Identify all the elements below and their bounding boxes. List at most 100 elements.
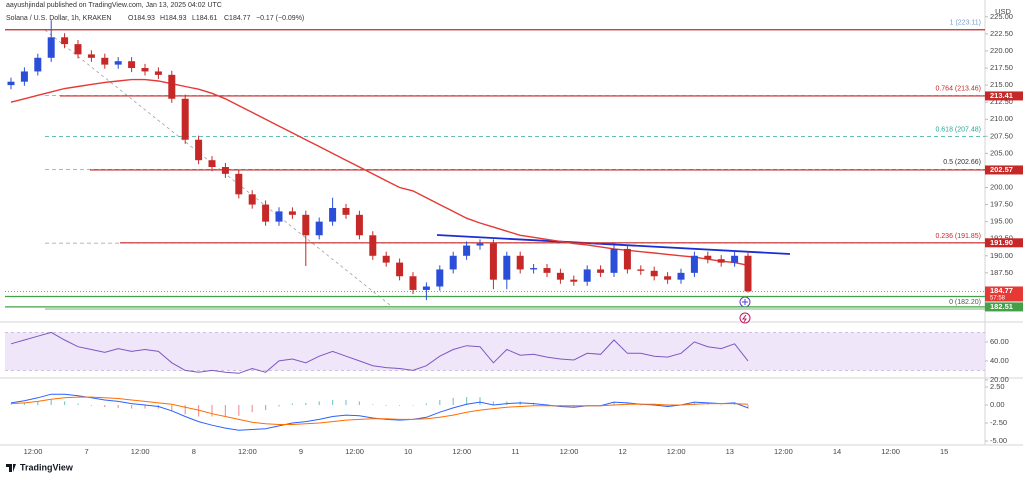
- x-tick-label: 8: [192, 447, 196, 456]
- macd-histogram-bar: [452, 397, 454, 406]
- legend: Solana / U.S. Dollar, 1h, KRAKEN O184.93 H…: [6, 15, 304, 22]
- candle-body: [141, 68, 149, 72]
- candle-body: [463, 245, 471, 256]
- y-tick-label: -5.00: [990, 436, 1007, 445]
- macd-histogram-bar: [278, 405, 280, 407]
- macd-histogram-bar: [385, 405, 387, 406]
- ohlc-legend: H184.93: [160, 15, 187, 22]
- macd-histogram-bar: [64, 401, 66, 406]
- macd-histogram-bar: [171, 405, 173, 412]
- x-tick-label: 12:00: [131, 447, 150, 456]
- price-badge: [985, 165, 1023, 175]
- y-tick-label: 60.00: [990, 337, 1009, 346]
- y-tick-label: 222.50: [990, 29, 1013, 38]
- macd-histogram-bar: [117, 405, 119, 408]
- x-tick-label: 12:00: [452, 447, 471, 456]
- macd-histogram-bar: [479, 397, 481, 406]
- y-tick-label: 0.00: [990, 400, 1005, 409]
- publisher: aayushjindal published on TradingView.co…: [6, 2, 222, 9]
- candle-body: [503, 255, 511, 280]
- y-tick-label: 212.50: [990, 97, 1013, 106]
- macd-histogram-bar: [332, 399, 334, 406]
- resistance-trend-line: [436, 234, 791, 255]
- signal-line: [10, 396, 749, 425]
- candle-body: [7, 81, 15, 86]
- candle-body: [248, 194, 256, 205]
- x-tick-label: 12: [618, 447, 626, 456]
- candle-body: [235, 173, 243, 195]
- candle-body: [489, 243, 497, 280]
- y-tick-label: 20.00: [990, 375, 1009, 384]
- macd-histogram-bar: [104, 405, 106, 408]
- y-tick-label: 217.50: [990, 63, 1013, 72]
- price-badge-label: 191.90: [990, 238, 1013, 247]
- y-tick-label: 200.00: [990, 182, 1013, 191]
- rsi-band: [5, 332, 985, 371]
- x-tick-label: 12:00: [24, 447, 43, 456]
- y-tick-label: 2.50: [990, 382, 1005, 391]
- x-tick-label: 12:00: [560, 447, 579, 456]
- macd-histogram-bar: [211, 405, 213, 417]
- candle-body: [436, 269, 444, 287]
- macd-histogram-bar: [613, 402, 615, 406]
- candle-body: [34, 57, 42, 72]
- candle-body: [382, 255, 390, 263]
- candle-body: [516, 255, 524, 270]
- macd-histogram-bar: [144, 405, 146, 409]
- fib-label: 0.618 (207.48): [935, 126, 981, 133]
- fib-label: 1 (223.11): [950, 20, 981, 27]
- candle-body: [744, 255, 752, 292]
- macd-histogram-bar: [345, 399, 347, 406]
- candle-body: [288, 211, 296, 215]
- y-tick-label: 187.50: [990, 268, 1013, 277]
- y-tick-label: 205.00: [990, 148, 1013, 157]
- y-tick-label: 190.00: [990, 251, 1013, 260]
- price-badge: [985, 302, 1023, 312]
- candle-body: [168, 74, 176, 99]
- candle-body: [476, 243, 484, 246]
- macd-histogram-bar: [224, 405, 226, 417]
- candle-body: [262, 204, 270, 222]
- candle-body: [610, 248, 618, 273]
- candle-body: [543, 268, 551, 273]
- rsi-line: [10, 331, 749, 374]
- ohlc-legend: −0.17 (−0.09%): [256, 15, 304, 22]
- candle-body: [61, 37, 69, 45]
- price-badge-label: 182.51: [990, 302, 1013, 311]
- last-price-label: 184.77: [990, 286, 1013, 295]
- candle-body: [623, 248, 631, 270]
- macd-histogram-bar: [10, 404, 12, 406]
- macd-histogram-bar: [90, 405, 92, 406]
- ohlc-legend: L184.61: [192, 15, 217, 22]
- candle-body: [302, 214, 310, 236]
- alert-icon[interactable]: [739, 312, 751, 324]
- y-tick-label: 195.00: [990, 217, 1013, 226]
- ohlc-legend: C184.77: [224, 15, 251, 22]
- price-badge-label: 213.41: [990, 91, 1013, 100]
- candle-body: [664, 276, 672, 280]
- y-tick-label: 207.50: [990, 131, 1013, 140]
- countdown: 57:58: [990, 296, 1006, 302]
- y-tick-label: 220.00: [990, 46, 1013, 55]
- logo-mark: [6, 464, 16, 472]
- macd-histogram-bar: [399, 405, 401, 406]
- y-tick-label: 215.00: [990, 80, 1013, 89]
- macd-histogram-bar: [265, 405, 267, 411]
- currency: USD: [995, 7, 1011, 16]
- candle-body: [181, 98, 189, 140]
- candle-body: [195, 139, 203, 161]
- candle-body: [677, 272, 685, 280]
- fib-label: 0.236 (191.85): [935, 233, 981, 240]
- x-tick-label: 12:00: [238, 447, 257, 456]
- price-badge: [985, 91, 1023, 101]
- macd-histogram-bar: [291, 403, 293, 406]
- macd-histogram-bar: [50, 399, 52, 406]
- candle-body: [101, 57, 109, 65]
- candle-body: [208, 160, 216, 168]
- x-tick-label: 12:00: [881, 447, 900, 456]
- macd-histogram-bar: [184, 405, 186, 415]
- candle-body: [342, 207, 350, 215]
- candle-body: [530, 268, 538, 270]
